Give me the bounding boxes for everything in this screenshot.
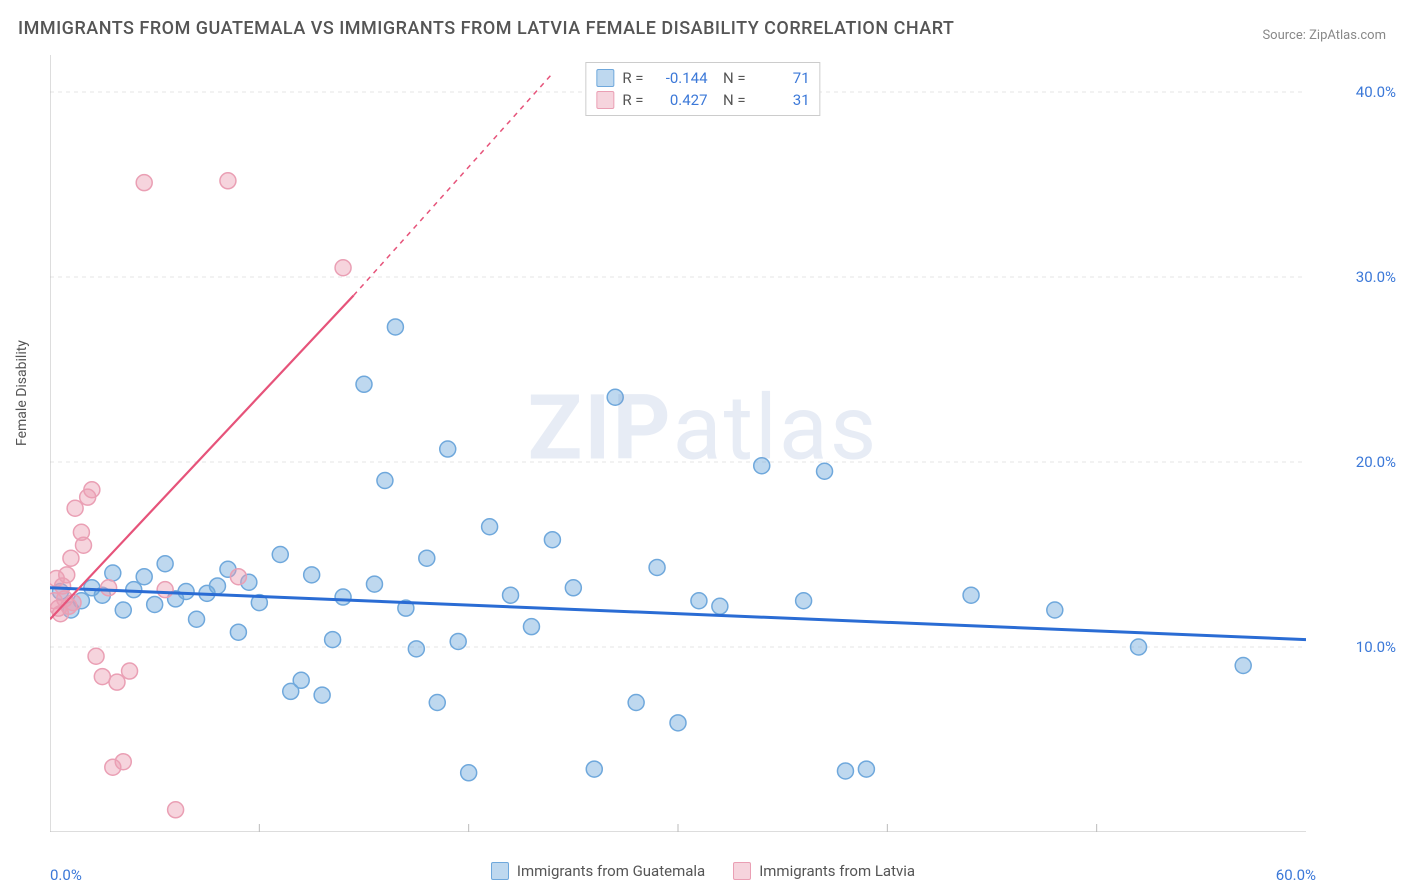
source-attribution: Source: ZipAtlas.com <box>1262 28 1386 43</box>
n-value: 71 <box>754 69 810 87</box>
data-point[interactable] <box>230 569 246 585</box>
data-point[interactable] <box>628 695 644 711</box>
data-point[interactable] <box>649 559 665 575</box>
y-axis-label: Female Disability <box>14 340 30 446</box>
data-point[interactable] <box>272 547 288 563</box>
data-point[interactable] <box>461 765 477 781</box>
data-point[interactable] <box>377 473 393 489</box>
data-point[interactable] <box>387 319 403 335</box>
data-point[interactable] <box>565 580 581 596</box>
r-label: R = <box>622 91 643 109</box>
data-point[interactable] <box>115 602 131 618</box>
data-point[interactable] <box>65 595 81 611</box>
legend-item[interactable]: Immigrants from Latvia <box>733 862 915 880</box>
series-legend: Immigrants from Guatemala Immigrants from… <box>0 862 1406 880</box>
legend-swatch <box>491 862 509 880</box>
scatter-plot-svg <box>50 55 1306 832</box>
n-label: N = <box>716 91 746 109</box>
data-point[interactable] <box>796 593 812 609</box>
data-point[interactable] <box>63 550 79 566</box>
data-point[interactable] <box>84 482 100 498</box>
data-point[interactable] <box>109 674 125 690</box>
data-point[interactable] <box>963 587 979 603</box>
data-point[interactable] <box>157 556 173 572</box>
data-point[interactable] <box>607 389 623 405</box>
source-link[interactable]: ZipAtlas.com <box>1309 28 1386 43</box>
data-point[interactable] <box>94 669 110 685</box>
correlation-row: R = -0.144 N = 71 <box>596 67 809 89</box>
data-point[interactable] <box>503 587 519 603</box>
legend-item[interactable]: Immigrants from Guatemala <box>491 862 705 880</box>
data-point[interactable] <box>101 580 117 596</box>
legend-swatch <box>596 91 614 109</box>
data-point[interactable] <box>122 663 138 679</box>
data-point[interactable] <box>136 175 152 191</box>
data-point[interactable] <box>586 761 602 777</box>
data-point[interactable] <box>115 754 131 770</box>
data-point[interactable] <box>157 582 173 598</box>
r-value: -0.144 <box>652 69 708 87</box>
data-point[interactable] <box>670 715 686 731</box>
data-point[interactable] <box>189 611 205 627</box>
n-value: 31 <box>754 91 810 109</box>
data-point[interactable] <box>178 584 194 600</box>
y-axis-tick-label: 10.0% <box>1356 638 1396 656</box>
correlation-row: R = 0.427 N = 31 <box>596 89 809 111</box>
source-label: Source: <box>1262 28 1305 43</box>
data-point[interactable] <box>440 441 456 457</box>
data-point[interactable] <box>209 578 225 594</box>
data-point[interactable] <box>220 173 236 189</box>
data-point[interactable] <box>1047 602 1063 618</box>
r-label: R = <box>622 69 643 87</box>
data-point[interactable] <box>325 632 341 648</box>
legend-label: Immigrants from Guatemala <box>517 862 705 880</box>
data-point[interactable] <box>335 589 351 605</box>
y-axis-tick-label: 30.0% <box>1356 268 1396 286</box>
data-point[interactable] <box>67 500 83 516</box>
data-point[interactable] <box>544 532 560 548</box>
data-point[interactable] <box>482 519 498 535</box>
legend-label: Immigrants from Latvia <box>759 862 915 880</box>
data-point[interactable] <box>335 260 351 276</box>
correlation-legend: R = -0.144 N = 71 R = 0.427 N = 31 <box>585 62 820 116</box>
data-point[interactable] <box>356 376 372 392</box>
data-point[interactable] <box>450 633 466 649</box>
data-point[interactable] <box>168 802 184 818</box>
data-point[interactable] <box>230 624 246 640</box>
data-point[interactable] <box>419 550 435 566</box>
data-point[interactable] <box>523 619 539 635</box>
data-point[interactable] <box>754 458 770 474</box>
data-point[interactable] <box>837 763 853 779</box>
data-point[interactable] <box>429 695 445 711</box>
legend-swatch <box>733 862 751 880</box>
data-point[interactable] <box>858 761 874 777</box>
data-point[interactable] <box>293 672 309 688</box>
n-label: N = <box>716 69 746 87</box>
data-point[interactable] <box>314 687 330 703</box>
trend-line-latvia-extrapolated <box>354 74 553 296</box>
legend-swatch <box>596 69 614 87</box>
chart-plot-area <box>50 55 1306 832</box>
data-point[interactable] <box>366 576 382 592</box>
y-axis-tick-label: 20.0% <box>1356 453 1396 471</box>
chart-title: IMMIGRANTS FROM GUATEMALA VS IMMIGRANTS … <box>18 18 954 39</box>
data-point[interactable] <box>1235 658 1251 674</box>
data-point[interactable] <box>105 565 121 581</box>
data-point[interactable] <box>304 567 320 583</box>
data-point[interactable] <box>408 641 424 657</box>
y-axis-tick-label: 40.0% <box>1356 83 1396 101</box>
r-value: 0.427 <box>652 91 708 109</box>
data-point[interactable] <box>59 567 75 583</box>
data-point[interactable] <box>817 463 833 479</box>
data-point[interactable] <box>136 569 152 585</box>
data-point[interactable] <box>147 596 163 612</box>
data-point[interactable] <box>1131 639 1147 655</box>
data-point[interactable] <box>691 593 707 609</box>
data-point[interactable] <box>88 648 104 664</box>
data-point[interactable] <box>712 598 728 614</box>
data-point[interactable] <box>75 537 91 553</box>
